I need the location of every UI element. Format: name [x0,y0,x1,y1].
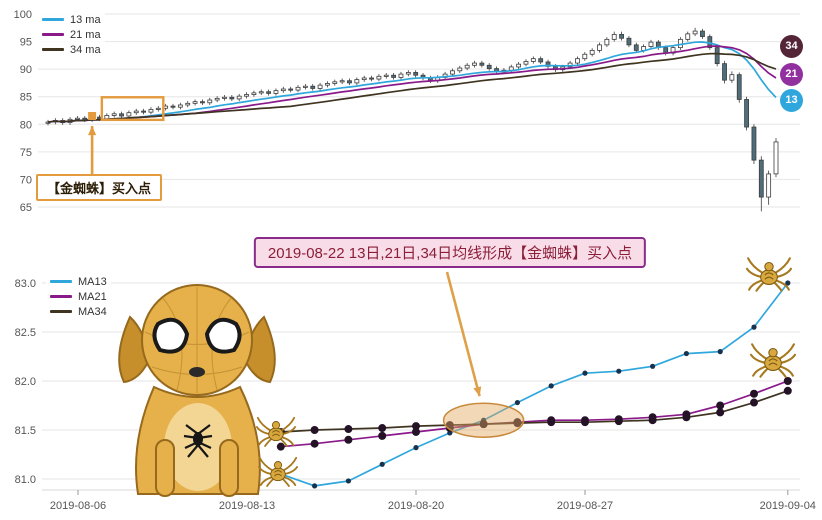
golden-spider-icon [750,343,796,378]
svg-text:90: 90 [20,64,32,76]
svg-text:75: 75 [20,147,32,159]
golden-spider-signal-annotation: 2019-08-22 13日,21日,34日均线形成【金蜘蛛】买入点 [253,237,647,268]
spider-dog-image [118,284,276,497]
top-legend: 13 ma 21 ma 34 ma [38,10,105,59]
svg-text:2019-08-06: 2019-08-06 [50,500,106,512]
bottom-legend: MA13 MA21 MA34 [46,272,111,321]
legend-item-13ma[interactable]: 13 ma [42,12,101,27]
svg-text:95: 95 [20,37,32,49]
legend-label-34ma: 34 ma [70,43,101,56]
svg-text:65: 65 [20,202,32,214]
svg-text:82.5: 82.5 [15,327,36,339]
legend-label-ma34: MA34 [78,305,107,318]
legend-item-34ma[interactable]: 34 ma [42,42,101,57]
candlestick-chart-canvas: 100 95 90 85 80 75 70 65 [14,9,800,214]
legend-item-ma21[interactable]: MA21 [50,289,107,304]
ma34-line-swatch [50,310,72,313]
svg-text:2019-08-13: 2019-08-13 [219,500,275,512]
ma21-line-swatch [42,33,64,36]
svg-text:83.0: 83.0 [15,278,36,290]
ma-line-panel: 83.0 82.5 82.0 81.5 81.0 2019-08-06 2019-08-13… [0,232,822,520]
ma21-end-badge: 21 [780,63,803,86]
legend-label-ma13: MA13 [78,275,107,288]
svg-text:2019-08-20: 2019-08-20 [388,500,444,512]
svg-text:81.5: 81.5 [15,425,36,437]
ma34-end-badge: 34 [780,35,803,58]
legend-item-ma34[interactable]: MA34 [50,304,107,319]
svg-text:70: 70 [20,174,32,186]
golden-spider-icon [256,416,296,447]
ma13-end-badge: 13 [780,89,803,112]
svg-text:85: 85 [20,92,32,104]
golden-spider-icon [258,456,298,487]
buy-point-annotation: 【金蜘蛛】买入点 [36,174,163,201]
golden-spider-icon [746,257,792,292]
ma13-line-swatch [50,280,72,283]
svg-text:82.0: 82.0 [15,376,36,388]
legend-label-ma21: MA21 [78,290,107,303]
svg-text:80: 80 [20,119,32,131]
ma13-line-swatch [42,18,64,21]
legend-label-21ma: 21 ma [70,28,101,41]
ma21-line-swatch [50,295,72,298]
legend-item-21ma[interactable]: 21 ma [42,27,101,42]
svg-text:2019-08-27: 2019-08-27 [557,500,613,512]
svg-text:2019-09-04: 2019-09-04 [760,500,816,512]
candlestick-panel: 100 95 90 85 80 75 70 65 13 ma 21 ma 34 ma 34 2… [0,0,822,232]
legend-item-ma13[interactable]: MA13 [50,274,107,289]
svg-text:100: 100 [14,9,32,21]
legend-label-13ma: 13 ma [70,13,101,26]
ma34-line-swatch [42,48,64,51]
svg-text:81.0: 81.0 [15,474,36,486]
